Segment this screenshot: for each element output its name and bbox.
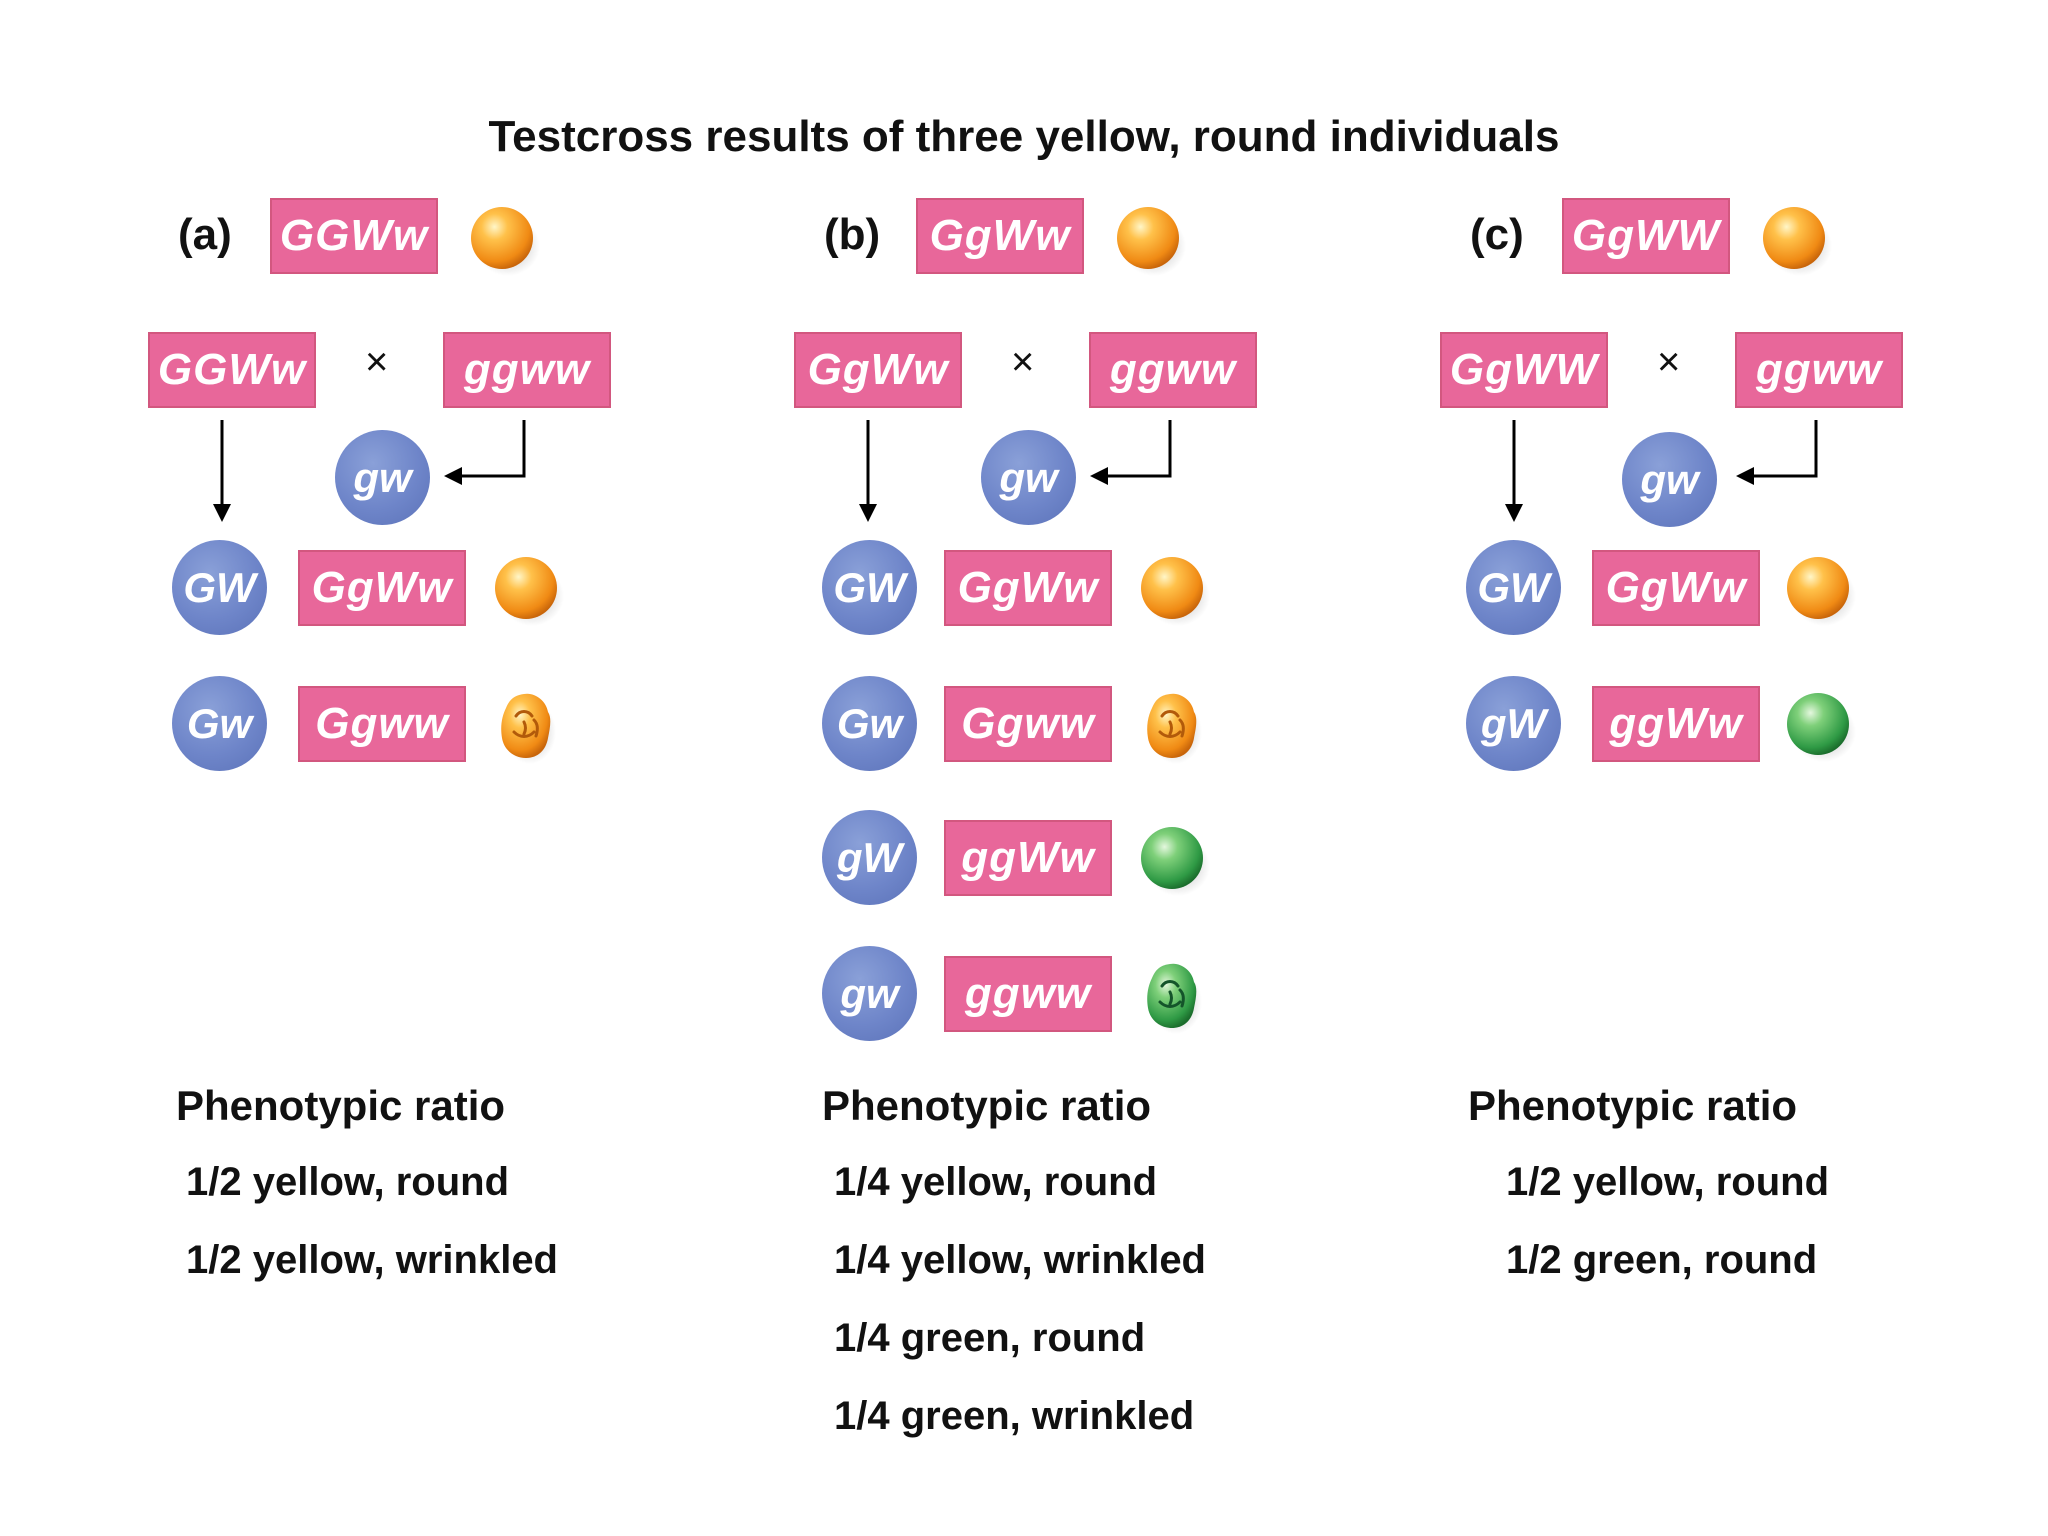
panel-a: (a) GGWw GGWw × ggww gw GW GgWw Gw Ggww … — [0, 0, 680, 1536]
green-round-seed-icon — [1136, 822, 1212, 898]
individual-genotype-box: GgWw — [916, 198, 1084, 274]
ratio-line: 1/2 yellow, round — [1506, 1160, 1830, 1204]
green-wrinkled-seed-icon — [1140, 956, 1204, 1036]
gamete-circle: Gw — [172, 676, 267, 771]
cross-symbol: × — [365, 340, 389, 384]
yellow-wrinkled-seed-icon — [494, 686, 558, 766]
green-round-seed-icon — [1782, 688, 1858, 764]
ratio-heading: Phenotypic ratio — [1468, 1082, 1798, 1129]
tester-gamete-circle: gw — [981, 430, 1076, 525]
offspring-genotype-box: ggWw — [1592, 686, 1760, 762]
tester-gamete-circle: gw — [335, 430, 430, 525]
panel-label: (a) — [178, 210, 232, 259]
cross-arrows — [859, 420, 1172, 522]
parent2-genotype-box: ggww — [443, 332, 611, 408]
offspring-genotype-box: Ggww — [298, 686, 466, 762]
parent1-genotype-box: GgWW — [1440, 332, 1608, 408]
tester-gamete-circle: gw — [1622, 432, 1717, 527]
ratio-line: 1/4 green, round — [834, 1316, 1146, 1360]
yellow-round-seed-icon — [490, 552, 566, 628]
yellow-round-seed-icon — [1136, 552, 1212, 628]
parent1-genotype-box: GGWw — [148, 332, 316, 408]
cross-arrows — [213, 420, 526, 522]
panel-label: (c) — [1470, 210, 1524, 259]
individual-genotype-box: GGWw — [270, 198, 438, 274]
ratio-line: 1/4 yellow, round — [834, 1160, 1158, 1204]
ratio-line: 1/2 yellow, wrinkled — [186, 1238, 558, 1282]
gamete-circle: gW — [1466, 676, 1561, 771]
offspring-genotype-box: GgWw — [298, 550, 466, 626]
gamete-circle: GW — [1466, 540, 1561, 635]
gamete-circle: GW — [822, 540, 917, 635]
gamete-circle: gW — [822, 810, 917, 905]
offspring-genotype-box: GgWw — [1592, 550, 1760, 626]
gamete-circle: gw — [822, 946, 917, 1041]
gamete-circle: GW — [172, 540, 267, 635]
ratio-line: 1/2 yellow, round — [186, 1160, 510, 1204]
parent1-genotype-box: GgWw — [794, 332, 962, 408]
ratio-heading: Phenotypic ratio — [822, 1082, 1152, 1129]
ratio-line: 1/4 yellow, wrinkled — [834, 1238, 1206, 1282]
parent2-genotype-box: ggww — [1735, 332, 1903, 408]
ratio-line: 1/2 green, round — [1506, 1238, 1818, 1282]
cross-arrows — [1505, 420, 1818, 522]
panel-label: (b) — [824, 210, 881, 259]
offspring-genotype-box: Ggww — [944, 686, 1112, 762]
individual-genotype-box: GgWW — [1562, 198, 1730, 274]
cross-symbol: × — [1657, 340, 1681, 384]
offspring-genotype-box: ggww — [944, 956, 1112, 1032]
yellow-wrinkled-seed-icon — [1140, 686, 1204, 766]
offspring-genotype-box: GgWw — [944, 550, 1112, 626]
diagram-title: Testcross results of three yellow, round… — [488, 112, 1560, 161]
ratio-heading: Phenotypic ratio — [176, 1082, 506, 1129]
ratio-line: 1/4 green, wrinkled — [834, 1394, 1195, 1438]
panel-c: (c) GgWW GgWW × ggww gw GW GgWw gW ggWw … — [1292, 0, 1972, 1536]
offspring-genotype-box: ggWw — [944, 820, 1112, 896]
parent2-genotype-box: ggww — [1089, 332, 1257, 408]
cross-symbol: × — [1011, 340, 1035, 384]
panel-b: (b) GgWw GgWw × ggww gw GW GgWw Gw Ggww … — [646, 0, 1326, 1536]
gamete-circle: Gw — [822, 676, 917, 771]
yellow-round-seed-icon — [1782, 552, 1858, 628]
